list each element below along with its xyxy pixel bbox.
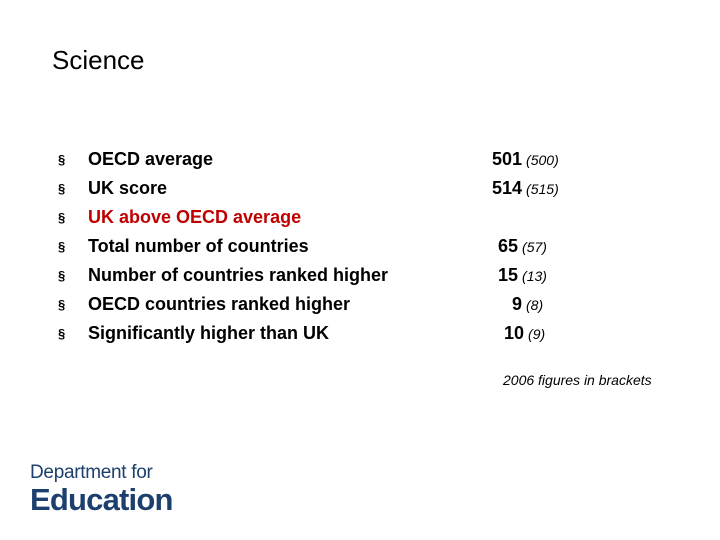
bullet-icon: § [58, 268, 66, 283]
item-label: Significantly higher than UK [88, 323, 330, 343]
value-row: 9 (8) [492, 290, 559, 319]
list-item: § Number of countries ranked higher [58, 261, 388, 290]
previous-value: (13) [522, 268, 547, 284]
title-divider [28, 100, 692, 101]
item-label-highlighted: UK above OECD average [88, 207, 302, 227]
value-list: 501 (500) 514 (515) 65 (57) 15 (13) 9 (8) 10(… [492, 145, 559, 348]
current-value: 10 [504, 323, 525, 343]
list-item: § OECD average [58, 145, 388, 174]
current-value: 501 [492, 149, 523, 169]
list-item: § UK above OECD average [58, 203, 388, 232]
list-item: § OECD countries ranked higher [58, 290, 388, 319]
current-value: 9 [512, 294, 523, 314]
value-row: 501 (500) [492, 145, 559, 174]
previous-value: (515) [526, 181, 559, 197]
value-row: 514 (515) [492, 174, 559, 203]
brackets-note: 2006 figures in brackets [503, 372, 652, 388]
item-label: Total number of countries [88, 236, 309, 256]
bullet-icon: § [58, 297, 66, 312]
list-item: § Total number of countries [58, 232, 388, 261]
bullet-icon: § [58, 326, 66, 341]
item-label: UK score [88, 178, 168, 198]
list-item: § Significantly higher than UK [58, 319, 388, 348]
current-value: 65 [498, 236, 519, 256]
current-value: 15 [498, 265, 519, 285]
indicator-list: § OECD average § UK score § UK above OECD a… [58, 145, 388, 348]
previous-value: (500) [526, 152, 559, 168]
bullet-icon: § [58, 152, 66, 167]
value-row [492, 203, 559, 232]
logo-line-1: Department for [30, 462, 153, 483]
current-value: 514 [492, 178, 523, 198]
bullet-icon: § [58, 239, 66, 254]
list-item: § UK score [58, 174, 388, 203]
bullet-icon: § [58, 210, 66, 225]
value-row: 10 (9) [492, 319, 559, 348]
previous-value: (9) [528, 326, 546, 342]
logo-line-2: Education [30, 482, 173, 517]
item-label: OECD countries ranked higher [88, 294, 351, 314]
slide-title: Science [52, 45, 145, 75]
department-for-education-logo: Department for Education [30, 462, 200, 516]
item-label: Number of countries ranked higher [88, 265, 389, 285]
previous-value: (57) [522, 239, 547, 255]
value-row: 15 (13) [492, 261, 559, 290]
bullet-icon: § [58, 181, 66, 196]
value-row: 65 (57) [492, 232, 559, 261]
previous-value: (8) [526, 297, 544, 313]
item-label: OECD average [88, 149, 214, 169]
